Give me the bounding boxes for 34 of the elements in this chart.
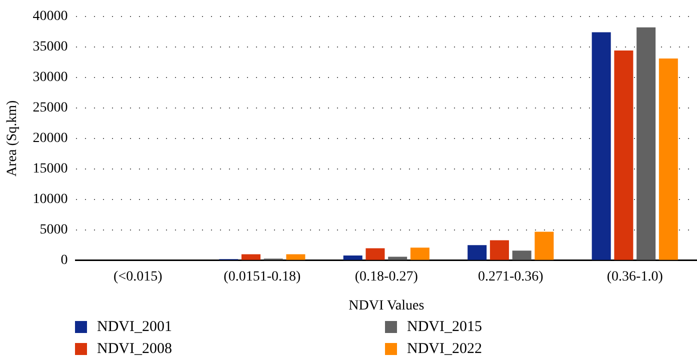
bar — [534, 232, 554, 260]
bar — [366, 248, 385, 260]
bar — [658, 58, 678, 260]
x-tick-label: (<0.015) — [114, 269, 163, 284]
y-tick-label: 35000 — [32, 40, 68, 55]
y-tick-label: 20000 — [32, 131, 68, 146]
bar — [592, 32, 611, 260]
bar — [241, 254, 260, 260]
y-tick-label: 10000 — [32, 192, 68, 208]
y-tick-label: 15000 — [32, 162, 68, 177]
bar — [468, 245, 487, 260]
y-tick-label: 0 — [60, 253, 68, 268]
y-tick-label: 25000 — [32, 100, 68, 116]
x-tick-label: (0.36-1.0) — [606, 269, 664, 284]
x-tick-label: 0.271-0.36) — [478, 269, 544, 284]
y-tick-label: 40000 — [32, 9, 68, 24]
x-axis-title: NDVI Values — [348, 298, 424, 314]
x-tick-label: (0.18-0.27) — [354, 269, 418, 284]
bar — [614, 50, 634, 260]
bar — [286, 254, 306, 260]
bar — [410, 248, 430, 260]
legend-label: NDVI_2008 — [97, 340, 172, 358]
bar — [512, 250, 532, 260]
y-tick-label: 5000 — [40, 222, 68, 238]
legend-label: NDVI_2001 — [97, 318, 172, 336]
y-axis-title: Area (Sq.km) — [5, 100, 20, 176]
y-tick-label: 30000 — [32, 70, 68, 86]
legend-label: NDVI_2022 — [407, 340, 482, 358]
legend-label: NDVI_2015 — [407, 318, 482, 336]
bar — [490, 240, 509, 260]
bar — [388, 256, 408, 260]
bar — [343, 256, 362, 260]
bar — [636, 27, 656, 260]
x-tick-label: (0.0151-0.18) — [224, 269, 301, 284]
